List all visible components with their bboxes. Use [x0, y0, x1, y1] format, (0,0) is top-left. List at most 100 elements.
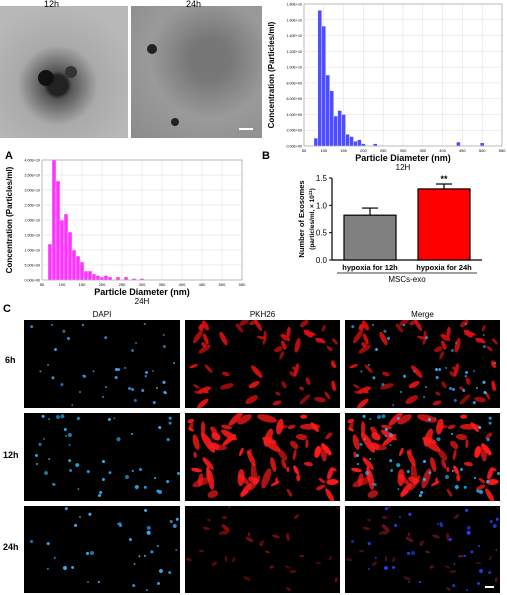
histogram-bar: [79, 261, 85, 281]
panel-letter-a: A: [5, 150, 13, 162]
y-axis-label-exponent: 11: [308, 190, 313, 195]
x-tick-label: 250: [119, 282, 126, 287]
y-tick-label: 1.20E+10: [287, 50, 303, 54]
pkh26-signal: [272, 399, 283, 407]
nucleus-dot: [61, 564, 68, 571]
nucleus-dot: [458, 466, 464, 472]
pkh26-signal: [445, 586, 451, 591]
pkh26-signal: [434, 390, 441, 396]
nucleus-dot: [132, 562, 136, 566]
nucleus-dot: [422, 395, 426, 399]
histogram-bar: [115, 276, 121, 281]
nucleus-dot: [78, 515, 81, 519]
histogram-bar: [361, 143, 366, 147]
nucleus-dot: [138, 466, 143, 472]
nucleus-dot: [97, 581, 101, 584]
nucleus-dot: [466, 530, 472, 536]
group-label: MSCs-exo: [388, 275, 426, 284]
x-tick-label: 200: [99, 282, 106, 287]
histogram-bar: [59, 219, 65, 281]
pkh26-signal: [270, 479, 281, 488]
histogram-bar: [63, 213, 69, 281]
pkh26-signal: [460, 415, 468, 419]
nucleus-dot: [482, 344, 487, 349]
nucleus-dot: [388, 458, 392, 462]
nucleus-dot: [454, 484, 460, 490]
nucleus-dot: [433, 416, 437, 420]
nucleus-dot: [475, 386, 479, 389]
nucleus-dot: [406, 551, 411, 556]
nucleus-dot: [65, 336, 71, 342]
nucleus-dot: [489, 519, 493, 524]
nucleus-dot: [51, 323, 54, 326]
y-axis-label: Concentration (Particles/ml): [267, 21, 276, 128]
x-tick-label: 200: [360, 148, 367, 153]
nucleus-dot: [422, 459, 426, 463]
pkh26-signal: [430, 565, 435, 569]
histogram-bar: [313, 137, 319, 147]
nucleus-dot: [103, 335, 108, 340]
nucleus-dot: [453, 398, 458, 403]
nucleus-dot: [73, 523, 78, 528]
pkh26-signal: [219, 382, 235, 391]
nucleus-dot: [48, 418, 51, 421]
nucleus-dot: [350, 540, 355, 544]
nucleus-dot: [362, 414, 367, 419]
nucleus-dot: [451, 583, 456, 589]
nucleus-dot: [81, 324, 84, 327]
nucleus-dot: [69, 468, 73, 473]
y-tick-label: 3.50E+10: [25, 174, 41, 178]
pkh26-signal: [405, 536, 415, 544]
nucleus-dot: [407, 580, 410, 583]
histogram-bar: [87, 270, 93, 281]
pkh26-signal: [391, 556, 397, 563]
pkh26-signal: [464, 439, 469, 449]
nucleus-dot: [46, 363, 50, 367]
pkh26-signal: [487, 555, 493, 561]
nucleus-dot: [64, 434, 67, 438]
scale-bar: [485, 586, 494, 588]
exosome-count-chart: 0.0 0.5 1.0 1.5 hypoxia for 12h hypoxia for 2…: [297, 174, 482, 284]
nucleus-dot: [495, 471, 500, 476]
histogram-bar: [333, 115, 338, 147]
tem-image-24h: [131, 6, 262, 138]
pkh26-signal: [217, 330, 230, 347]
nucleus-dot: [102, 459, 106, 463]
nucleus-dot: [469, 549, 474, 554]
nucleus-dot: [149, 549, 154, 554]
pkh26-signal: [270, 565, 275, 569]
nucleus-dot: [29, 540, 34, 544]
pkh26-signal: [458, 320, 470, 329]
x-tick-label: 450: [199, 282, 206, 287]
pkh26-signal: [397, 446, 404, 456]
nucleus-dot: [463, 507, 469, 513]
nucleus-dot: [168, 421, 172, 425]
pkh26-signal: [247, 531, 251, 536]
histogram-bar: [99, 276, 105, 281]
x-tick-label: 250: [380, 148, 387, 153]
category-label: hypoxia for 12h: [342, 263, 398, 272]
pkh26-signal: [300, 415, 308, 419]
pkh26-signal: [463, 461, 474, 467]
nucleus-dot: [143, 554, 146, 557]
nucleus-dot: [70, 565, 75, 570]
pkh26-signal: [317, 476, 326, 484]
pkh26-signal: [206, 517, 211, 522]
nucleus-dot: [130, 583, 136, 589]
nucleus-dot: [465, 589, 468, 592]
nucleus-dot: [434, 367, 439, 371]
histogram-bar: [357, 139, 362, 147]
fluor-merge-6h: [345, 320, 500, 408]
column-header-pkh26: PKH26: [249, 310, 276, 319]
histogram-bar: [325, 74, 330, 147]
nucleus-dot: [164, 391, 167, 395]
y-tick-label: 6.00E+09: [287, 97, 303, 101]
pkh26-signal: [256, 413, 278, 424]
pkh26-signal: [495, 576, 499, 582]
nucleus-dot: [131, 469, 135, 472]
pkh26-signal: [274, 390, 281, 396]
histogram-bar: [67, 231, 73, 281]
x-tick-label: 300: [139, 282, 146, 287]
scale-bar: [239, 128, 253, 130]
pkh26-signal: [288, 569, 296, 574]
